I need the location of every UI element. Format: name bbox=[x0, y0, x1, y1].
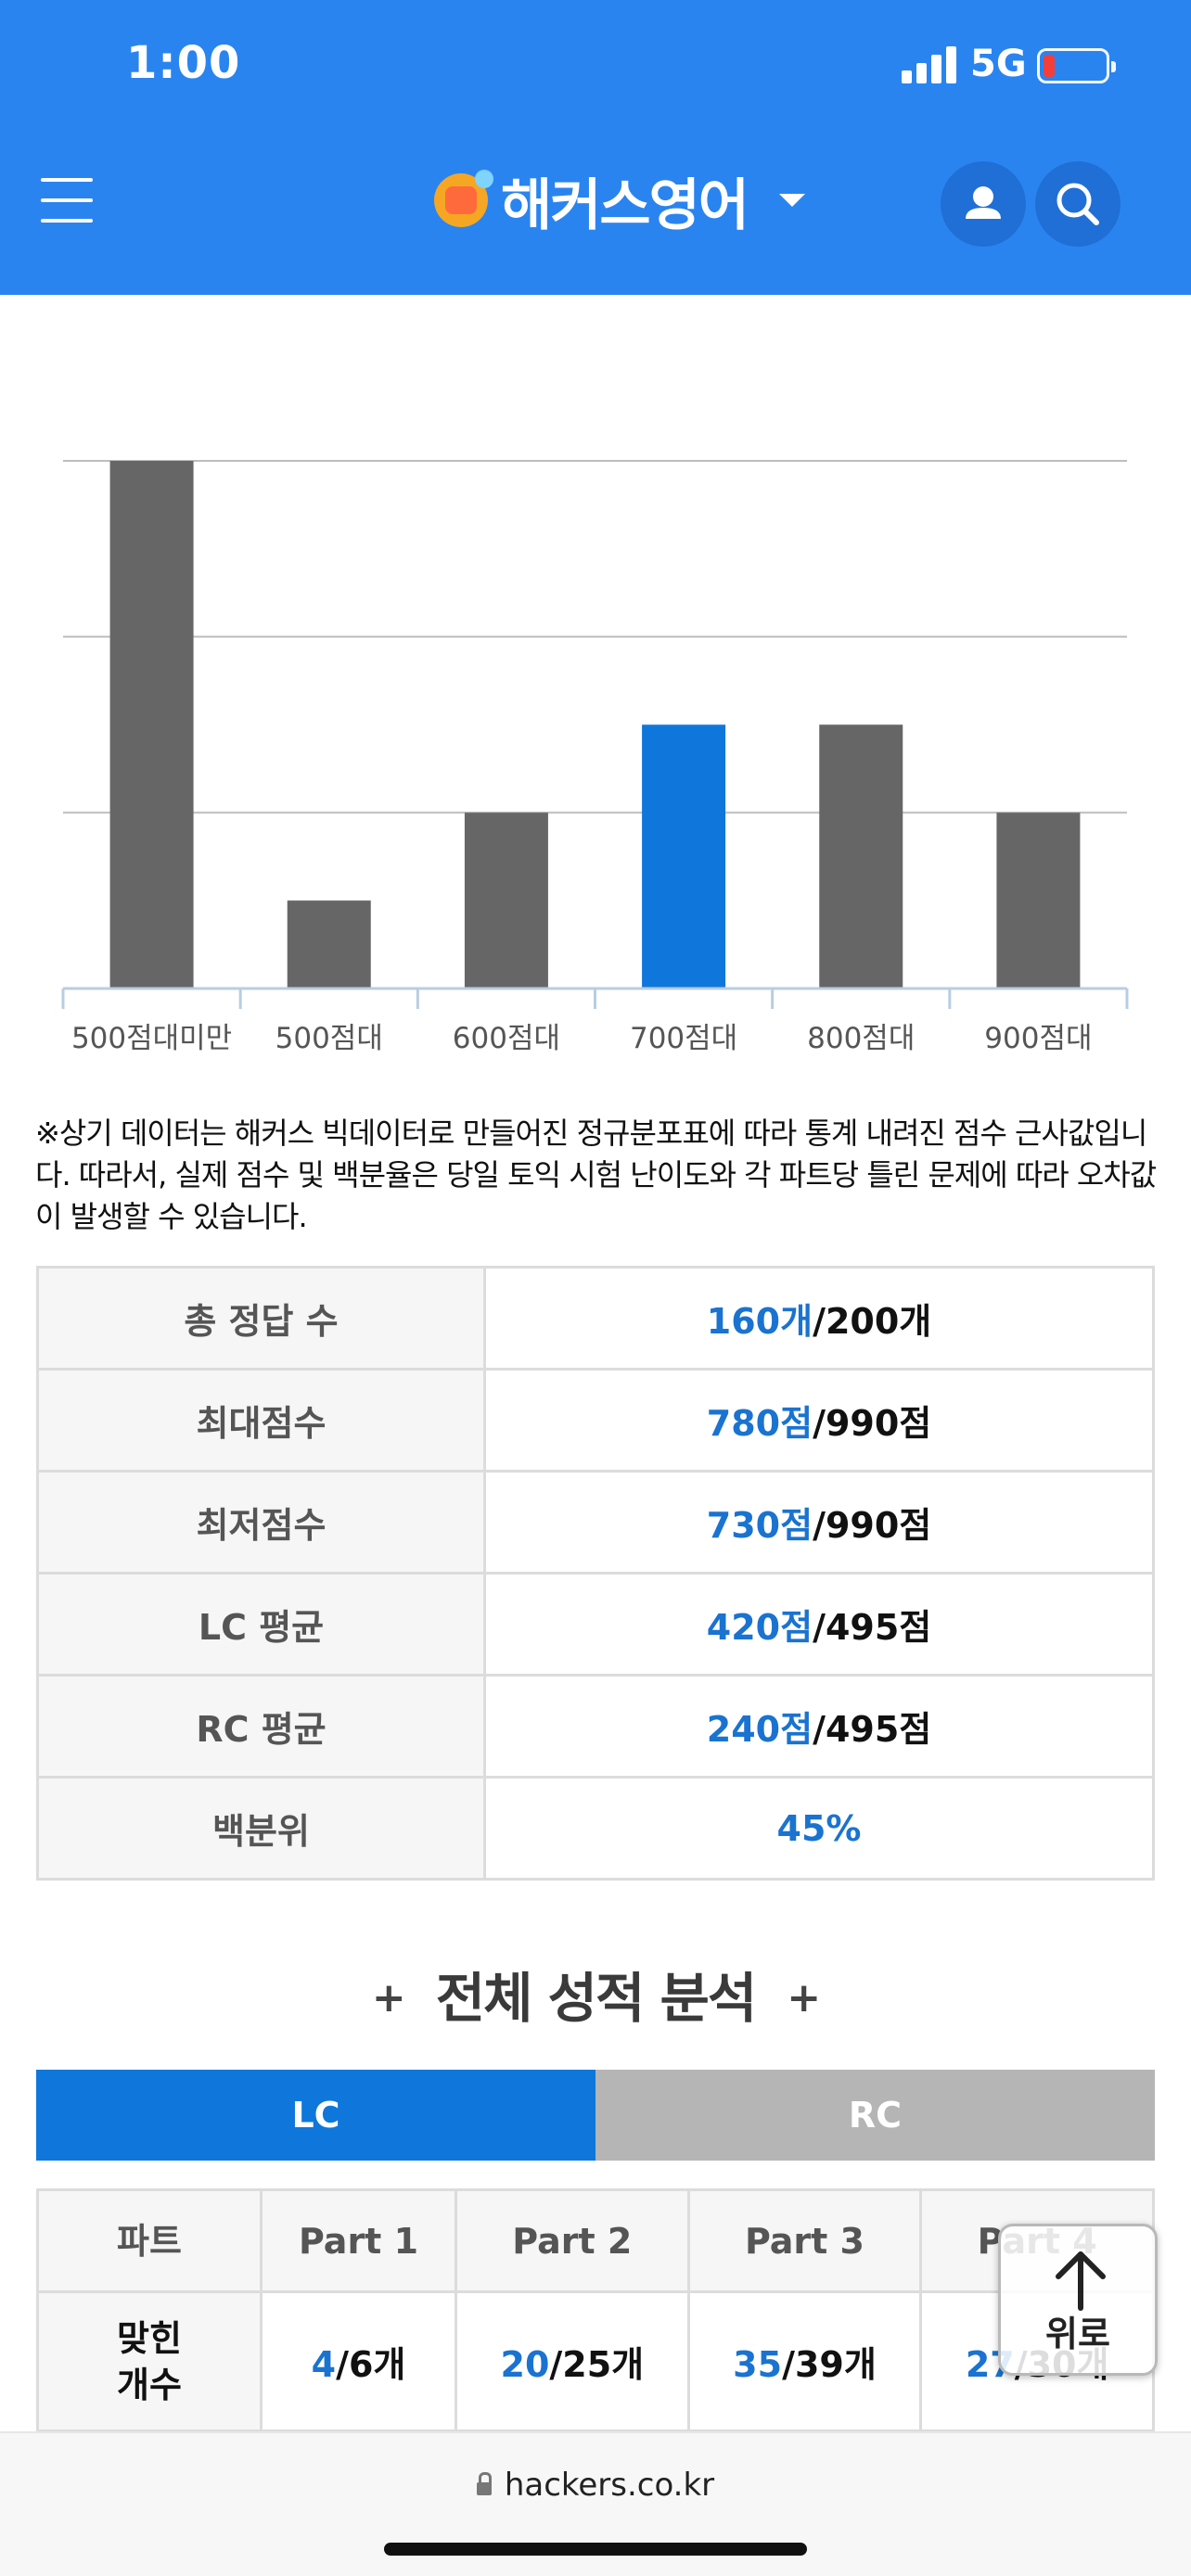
analysis-title: + 전체 성적 분석 + bbox=[0, 1955, 1191, 2033]
tab-lc[interactable]: LC bbox=[36, 2070, 596, 2161]
correct-value: 4 bbox=[311, 2344, 337, 2385]
summary-label: 백분위 bbox=[36, 1776, 486, 1881]
user-button[interactable] bbox=[941, 161, 1026, 247]
correct-label-line1: 맞힌 bbox=[117, 2317, 182, 2359]
x-tick-label: 900점대 bbox=[984, 1022, 1092, 1055]
part-header-cell: 파트 bbox=[36, 2188, 263, 2293]
correct-value: 20 bbox=[500, 2344, 550, 2385]
table-row: 백분위 45% bbox=[36, 1776, 1155, 1881]
x-tick-label: 800점대 bbox=[807, 1022, 915, 1055]
summary-value-cell: 780점/990점 bbox=[483, 1368, 1155, 1473]
summary-value-cell: 160개/200개 bbox=[483, 1266, 1155, 1371]
home-indicator[interactable] bbox=[384, 2543, 807, 2556]
x-tick-label: 500점대 bbox=[275, 1022, 383, 1055]
correct-count-cell: 35/39개 bbox=[686, 2290, 923, 2432]
chevron-down-icon[interactable] bbox=[779, 194, 805, 207]
lock-icon bbox=[476, 2472, 492, 2495]
summary-value-cell: 420점/495점 bbox=[483, 1572, 1155, 1677]
total-value: /25개 bbox=[549, 2344, 645, 2385]
chart-bar bbox=[996, 812, 1081, 988]
x-tick-label: 600점대 bbox=[453, 1022, 560, 1055]
logo-text: 해커스영어 bbox=[501, 172, 749, 238]
site-logo[interactable]: 해커스영어 bbox=[434, 163, 805, 238]
arrow-up-icon bbox=[1056, 2251, 1106, 2311]
table-row: 총 정답 수 160개/200개 bbox=[36, 1266, 1155, 1371]
table-row: LC 평균 420점/495점 bbox=[36, 1572, 1155, 1677]
scroll-top-label: 위로 bbox=[1045, 2314, 1110, 2354]
disclaimer-note: ※상기 데이터는 해커스 빅데이터로 만들어진 정규분포표에 따라 통계 내려진… bbox=[35, 1116, 1157, 1234]
url-text: hackers.co.kr bbox=[504, 2467, 715, 2504]
chart-bar bbox=[819, 724, 903, 988]
menu-icon[interactable] bbox=[41, 178, 93, 224]
x-tick-label: 700점대 bbox=[630, 1022, 737, 1055]
total-value: /6개 bbox=[336, 2344, 406, 2385]
summary-value: 240점 bbox=[706, 1709, 813, 1750]
plus-icon: + bbox=[371, 1974, 406, 2021]
analysis-title-text: 전체 성적 분석 bbox=[435, 1967, 758, 2030]
user-icon bbox=[966, 186, 1001, 219]
summary-value-cell: 45% bbox=[483, 1776, 1155, 1881]
chart-bar bbox=[109, 461, 194, 988]
status-time: 1:00 bbox=[126, 37, 241, 89]
table-header-row: 파트 Part 1 Part 2 Part 3 Part 4 bbox=[36, 2188, 1155, 2293]
total-value: /39개 bbox=[782, 2344, 877, 2385]
table-row: 최저점수 730점/990점 bbox=[36, 1470, 1155, 1575]
summary-total: /495점 bbox=[813, 1709, 932, 1750]
part-name-cell: Part 1 bbox=[260, 2188, 457, 2293]
table-row: 최대점수 780점/990점 bbox=[36, 1368, 1155, 1473]
summary-total: /990점 bbox=[813, 1505, 932, 1546]
correct-count-cell: 20/25개 bbox=[455, 2290, 690, 2432]
part-name-cell: Part 2 bbox=[455, 2188, 690, 2293]
summary-label: 최저점수 bbox=[36, 1470, 486, 1575]
summary-value: 780점 bbox=[706, 1403, 813, 1444]
scroll-top-button[interactable]: 위로 bbox=[998, 2224, 1158, 2376]
logo-mark-icon bbox=[434, 170, 493, 227]
summary-value-cell: 240점/495점 bbox=[483, 1674, 1155, 1779]
summary-value-cell: 730점/990점 bbox=[483, 1470, 1155, 1575]
part-name-cell: Part 3 bbox=[686, 2188, 923, 2293]
summary-label: 총 정답 수 bbox=[36, 1266, 486, 1371]
summary-total: /495점 bbox=[813, 1607, 932, 1648]
summary-total: /200개 bbox=[813, 1301, 932, 1342]
battery-icon bbox=[1037, 48, 1116, 83]
browser-address-bar[interactable]: hackers.co.kr bbox=[0, 2431, 1191, 2576]
address-display[interactable]: hackers.co.kr bbox=[0, 2467, 1191, 2504]
section-tabs: LC RC bbox=[36, 2070, 1155, 2161]
chart-bar bbox=[464, 812, 548, 988]
summary-label: LC 평균 bbox=[36, 1572, 486, 1677]
summary-value: 160개 bbox=[706, 1301, 813, 1342]
plus-icon: + bbox=[787, 1974, 821, 2021]
score-distribution-chart: 500점대미만 500점대 600점대 700점대 800점대 900점대 bbox=[61, 460, 1129, 1055]
tab-rc[interactable]: RC bbox=[596, 2070, 1155, 2161]
search-button[interactable] bbox=[1035, 161, 1121, 247]
summary-total: /990점 bbox=[813, 1403, 932, 1444]
correct-label-line2: 개수 bbox=[117, 2364, 182, 2405]
summary-value: 45% bbox=[776, 1807, 862, 1849]
x-tick-label: 500점대미만 bbox=[71, 1022, 232, 1055]
signal-icon bbox=[902, 45, 957, 83]
search-icon bbox=[1057, 183, 1099, 225]
table-row: RC 평균 240점/495점 bbox=[36, 1674, 1155, 1779]
summary-value: 420점 bbox=[706, 1607, 813, 1648]
top-header: 1:00 5G 해커스영어 bbox=[0, 0, 1191, 295]
correct-count-cell: 4/6개 bbox=[260, 2290, 457, 2432]
chart-bar bbox=[642, 724, 726, 988]
network-type: 5G bbox=[970, 43, 1027, 85]
correct-value: 35 bbox=[733, 2344, 783, 2385]
summary-label: RC 평균 bbox=[36, 1674, 486, 1779]
score-summary-table: 총 정답 수 160개/200개 최대점수 780점/990점 최저점수 730점/990… bbox=[36, 1266, 1155, 1881]
summary-value: 730점 bbox=[706, 1505, 813, 1546]
summary-label: 최대점수 bbox=[36, 1368, 486, 1473]
chart-bar bbox=[287, 900, 371, 988]
